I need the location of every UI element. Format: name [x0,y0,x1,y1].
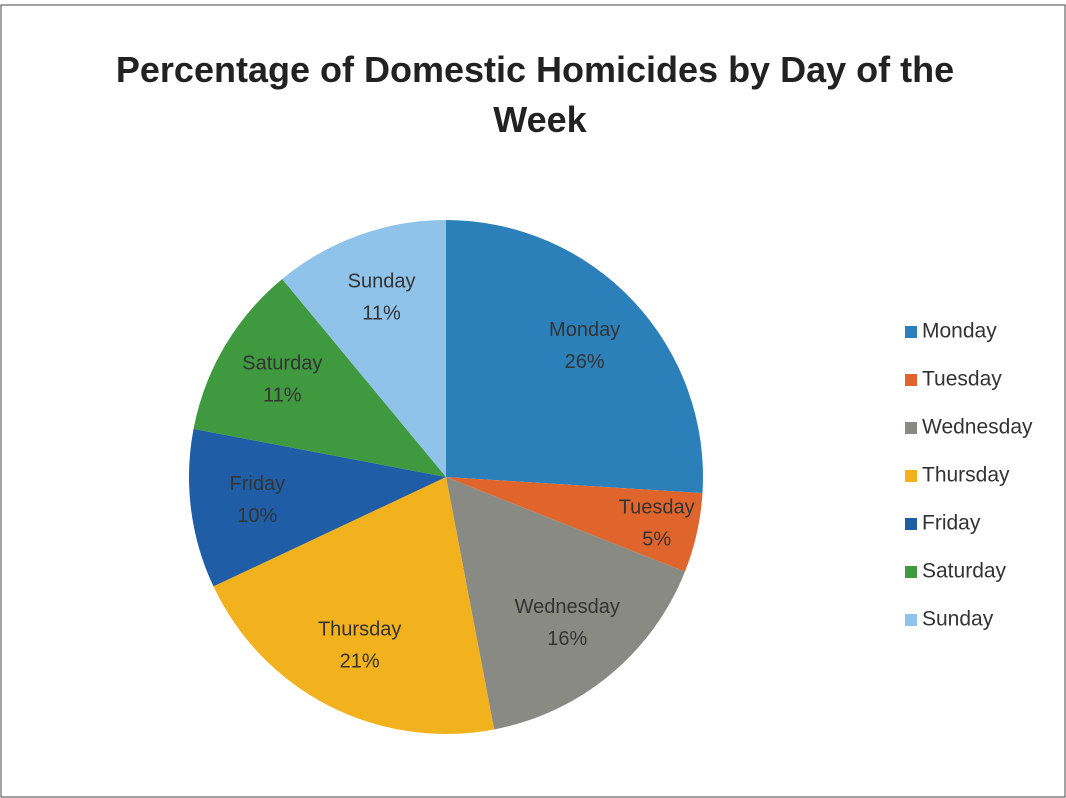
legend-label: Wednesday [922,416,1033,439]
slice-label: Saturday [242,352,322,374]
legend-swatch [905,374,917,386]
legend-swatch [905,518,917,530]
slice-value-label: 11% [362,302,401,324]
slice-label: Sunday [348,270,416,292]
legend-label: Sunday [922,608,994,631]
pie-slice [446,477,703,572]
pie-slice [282,220,446,477]
pie-slice [193,278,446,477]
slice-label: Thursday [318,619,401,641]
pie-slice [446,220,703,494]
slice-value-label: 16% [547,628,587,650]
legend-label: Tuesday [922,368,1002,391]
slice-label: Wednesday [515,596,620,618]
legend-label: Monday [922,320,997,343]
slice-value-label: 26% [565,351,605,373]
pie-slice [446,477,685,730]
legend-swatch [905,422,917,434]
legend-swatch [905,326,917,338]
legend-label: Saturday [922,560,1007,583]
slice-value-label: 11% [263,384,302,406]
slice-value-label: 5% [642,528,671,550]
legend-swatch [905,614,917,626]
slice-label: Monday [549,319,620,341]
slice-label: Tuesday [619,496,695,518]
legend-swatch [905,470,917,482]
slice-value-label: 21% [340,651,380,673]
pie-slice [189,428,446,587]
legend-label: Friday [922,512,981,535]
slice-value-label: 10% [237,505,277,527]
chart-title: Percentage of Domestic Homicides by Day … [116,49,964,140]
legend-label: Thursday [922,464,1010,487]
slice-label: Friday [230,473,286,495]
legend-swatch [905,566,917,578]
pie-slice [213,477,495,734]
